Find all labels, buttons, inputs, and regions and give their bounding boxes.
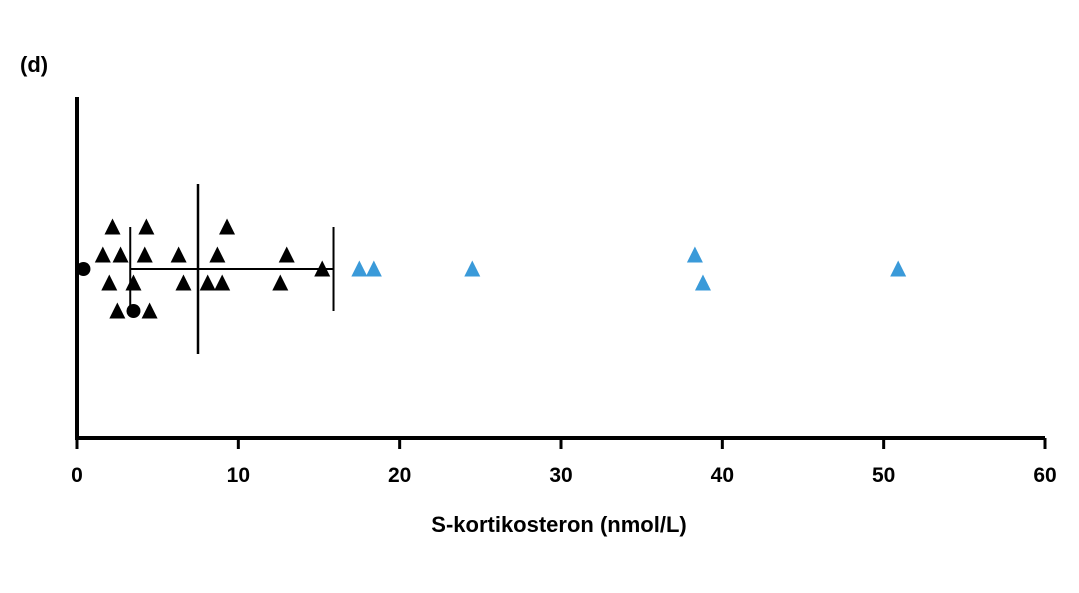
x-tick-label: 10: [227, 464, 250, 487]
triangle-point: [94, 246, 111, 263]
circle-point: [76, 262, 91, 276]
triangle-point: [170, 246, 187, 263]
triangle-point: [314, 260, 331, 277]
x-tick-label: 0: [71, 464, 83, 487]
triangle-point: [104, 218, 121, 235]
triangle-point: [272, 274, 289, 291]
circle-point: [126, 304, 141, 318]
blue-triangle-point: [686, 246, 703, 263]
triangle-point: [109, 302, 126, 319]
x-tick-label: 20: [388, 464, 411, 487]
blue-triangle-point: [694, 274, 711, 291]
triangle-point: [125, 274, 142, 291]
triangle-point: [278, 246, 295, 263]
triangle-point: [209, 246, 226, 263]
triangle-point: [136, 246, 153, 263]
x-ticks: 0 10 20 30 40 50 60: [71, 438, 1057, 487]
x-axis-title: S-kortikosteron (nmol/L): [431, 512, 686, 537]
blue-triangle-point: [890, 260, 907, 277]
triangle-point: [219, 218, 236, 235]
x-tick-label: 40: [711, 464, 734, 487]
blue-triangle-point: [365, 260, 382, 277]
triangle-point: [112, 246, 129, 263]
panel-label: (d): [20, 52, 49, 77]
blue-triangle-point: [464, 260, 481, 277]
x-tick-label: 50: [872, 464, 895, 487]
triangle-point: [199, 274, 216, 291]
triangle-point: [101, 274, 118, 291]
data-points: [76, 218, 907, 319]
summary-lines: [129, 184, 335, 354]
triangle-point: [138, 218, 155, 235]
triangle-point: [214, 274, 231, 291]
blue-triangle-point: [351, 260, 368, 277]
x-tick-label: 60: [1033, 464, 1056, 487]
triangle-point: [175, 274, 192, 291]
x-tick-label: 30: [549, 464, 572, 487]
triangle-point: [141, 302, 158, 319]
